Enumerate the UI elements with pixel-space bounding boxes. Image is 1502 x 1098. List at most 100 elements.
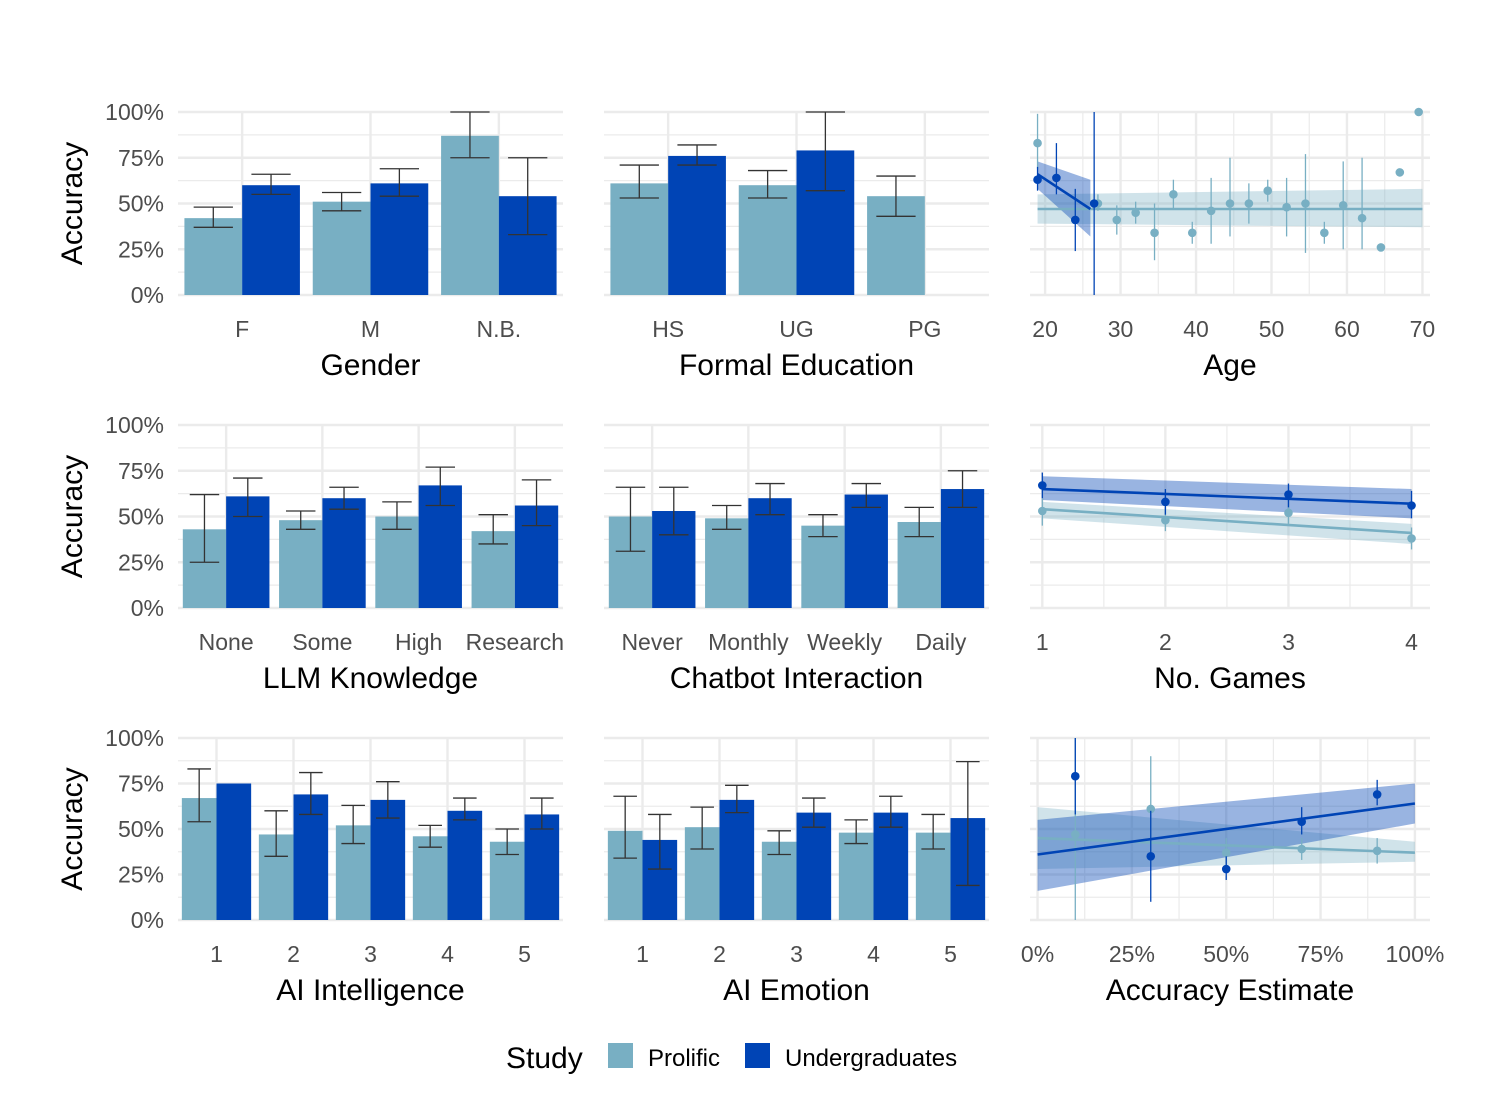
y-tick-label: 75% (118, 145, 164, 171)
point-prolific (1244, 199, 1254, 208)
point-undergraduates (1033, 175, 1042, 185)
point-undergraduates (1372, 790, 1382, 799)
bar-undergraduates (668, 155, 726, 295)
x-tick-label: 5 (518, 941, 531, 967)
fit-line-prolific (1037, 836, 1415, 854)
x-tick-label: 75% (1298, 941, 1344, 967)
fit-line-undergraduates (1042, 487, 1412, 505)
bar-undergraduates (370, 183, 429, 295)
x-tick-label: Research (466, 629, 564, 655)
y-tick-label: 0% (131, 282, 164, 308)
x-tick-label: High (395, 629, 442, 655)
panel-accuracy-estimate: 0% 25% 50% 75% 100% Accuracy Estimate (1021, 736, 1444, 1007)
point-prolific (1112, 215, 1122, 225)
x-tick-label: F (235, 316, 249, 342)
bar-prolific (801, 525, 845, 608)
y-tick-label: 50% (118, 191, 164, 217)
panel-formal-education: HS UG PG Formal Education (604, 110, 989, 382)
bar-prolific (838, 832, 874, 920)
x-tick-label: 40 (1183, 316, 1209, 342)
legend: Study Prolific Undergraduates (506, 1042, 957, 1075)
fit-line-prolific (1042, 507, 1412, 535)
x-tick-label: 4 (441, 941, 454, 967)
bar-undergraduates (873, 812, 909, 920)
x-tick-label: 3 (790, 941, 803, 967)
bar-prolific (184, 218, 243, 295)
bar-undergraduates (322, 498, 366, 608)
bar-undergraduates (216, 783, 252, 920)
point-undergraduates (1070, 215, 1080, 225)
x-tick-label: N.B. (476, 316, 521, 342)
point-prolific (1338, 201, 1348, 210)
point-prolific (1070, 830, 1080, 839)
x-tick-label: 2 (1159, 629, 1172, 655)
point-undergraduates (1221, 864, 1231, 874)
x-tick-label: 1 (636, 941, 649, 967)
bar-prolific (705, 518, 749, 608)
point-undergraduates (1284, 490, 1293, 499)
bar-undergraduates (940, 489, 985, 608)
bar-prolific (279, 520, 323, 608)
bar-undergraduates (524, 814, 560, 920)
point-prolific (1320, 228, 1329, 238)
y-tick-label: 0% (131, 595, 164, 621)
x-tick-label: 3 (364, 941, 377, 967)
x-tick-label: UG (779, 316, 814, 342)
x-axis-title: AI Emotion (723, 974, 870, 1007)
bar-prolific (610, 183, 669, 295)
point-undergraduates (1089, 199, 1099, 208)
point-prolific (1225, 199, 1235, 208)
x-tick-label: Daily (915, 629, 967, 655)
x-tick-label: Never (621, 629, 683, 655)
bar-prolific (738, 185, 797, 295)
panel-gender: F M N.B. 0% 25% 50% 75% 100% Accuracy Gender (56, 99, 563, 382)
y-tick-label: 75% (118, 771, 164, 797)
point-prolific (1131, 208, 1140, 217)
x-tick-label: 1 (210, 941, 223, 967)
y-tick-label: 50% (118, 504, 164, 530)
fit-line-undergraduates (1037, 802, 1416, 856)
x-tick-label: 60 (1334, 316, 1360, 342)
point-prolific (1376, 243, 1386, 252)
point-undergraduates (1038, 481, 1047, 490)
point-prolific (1407, 534, 1416, 543)
y-tick-label: 25% (118, 862, 164, 888)
point-undergraduates (1146, 852, 1156, 861)
y-axis-title: Accuracy (56, 142, 89, 265)
x-tick-label: Weekly (807, 629, 882, 655)
y-tick-label: 25% (118, 549, 164, 575)
x-tick-label: M (361, 316, 380, 342)
bar-prolific (412, 836, 448, 920)
y-tick-label: 100% (105, 725, 164, 751)
x-tick-label: 4 (1405, 629, 1418, 655)
x-tick-label: 50% (1203, 941, 1249, 967)
point-prolific (1263, 186, 1273, 195)
bar-undergraduates (844, 494, 888, 608)
x-tick-label: HS (652, 316, 684, 342)
bar-undergraduates (293, 794, 329, 920)
point-prolific (1395, 168, 1405, 177)
y-tick-label: 50% (118, 816, 164, 842)
x-axis-title: Gender (320, 349, 420, 382)
x-axis-title: LLM Knowledge (263, 662, 478, 695)
point-prolific (1150, 228, 1159, 238)
bar-prolific (441, 135, 499, 295)
x-axis-title: Chatbot Interaction (670, 662, 924, 695)
x-tick-label: Monthly (708, 629, 789, 655)
x-tick-label: 5 (944, 941, 957, 967)
x-tick-label: 4 (867, 941, 880, 967)
confidence-band-undergraduates (1037, 783, 1415, 891)
x-axis-title: AI Intelligence (276, 974, 464, 1007)
panel-ai-emotion: 1 2 3 4 5 AI Emotion (604, 736, 989, 1007)
panel-chatbot-interaction: Never Monthly Weekly Daily Chatbot Interacti… (604, 423, 989, 695)
point-undergraduates (1161, 497, 1170, 507)
bar-undergraduates (748, 498, 792, 608)
bar-prolific (375, 516, 419, 608)
x-tick-label: Some (292, 629, 352, 655)
x-axis-title: No. Games (1154, 662, 1306, 695)
x-axis-title: Formal Education (679, 349, 914, 382)
bar-prolific (312, 201, 371, 295)
